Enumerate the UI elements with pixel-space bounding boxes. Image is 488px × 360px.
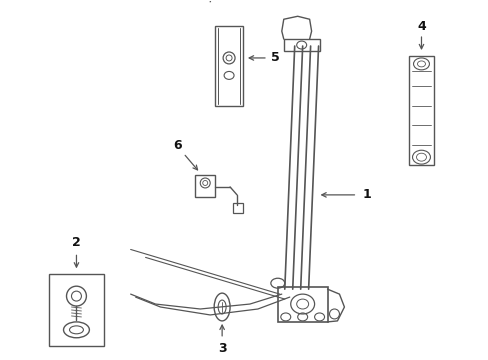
Text: 6: 6 xyxy=(173,139,182,152)
Bar xyxy=(233,203,243,213)
Bar xyxy=(49,274,103,346)
Bar xyxy=(215,26,243,105)
Bar xyxy=(277,287,327,322)
Bar xyxy=(195,175,215,197)
Text: 2: 2 xyxy=(72,236,81,249)
Bar xyxy=(283,39,319,51)
Text: 5: 5 xyxy=(271,51,280,64)
Text: 4: 4 xyxy=(416,20,425,33)
Text: 1: 1 xyxy=(362,188,371,201)
Bar xyxy=(408,56,433,165)
Text: 3: 3 xyxy=(217,342,226,355)
